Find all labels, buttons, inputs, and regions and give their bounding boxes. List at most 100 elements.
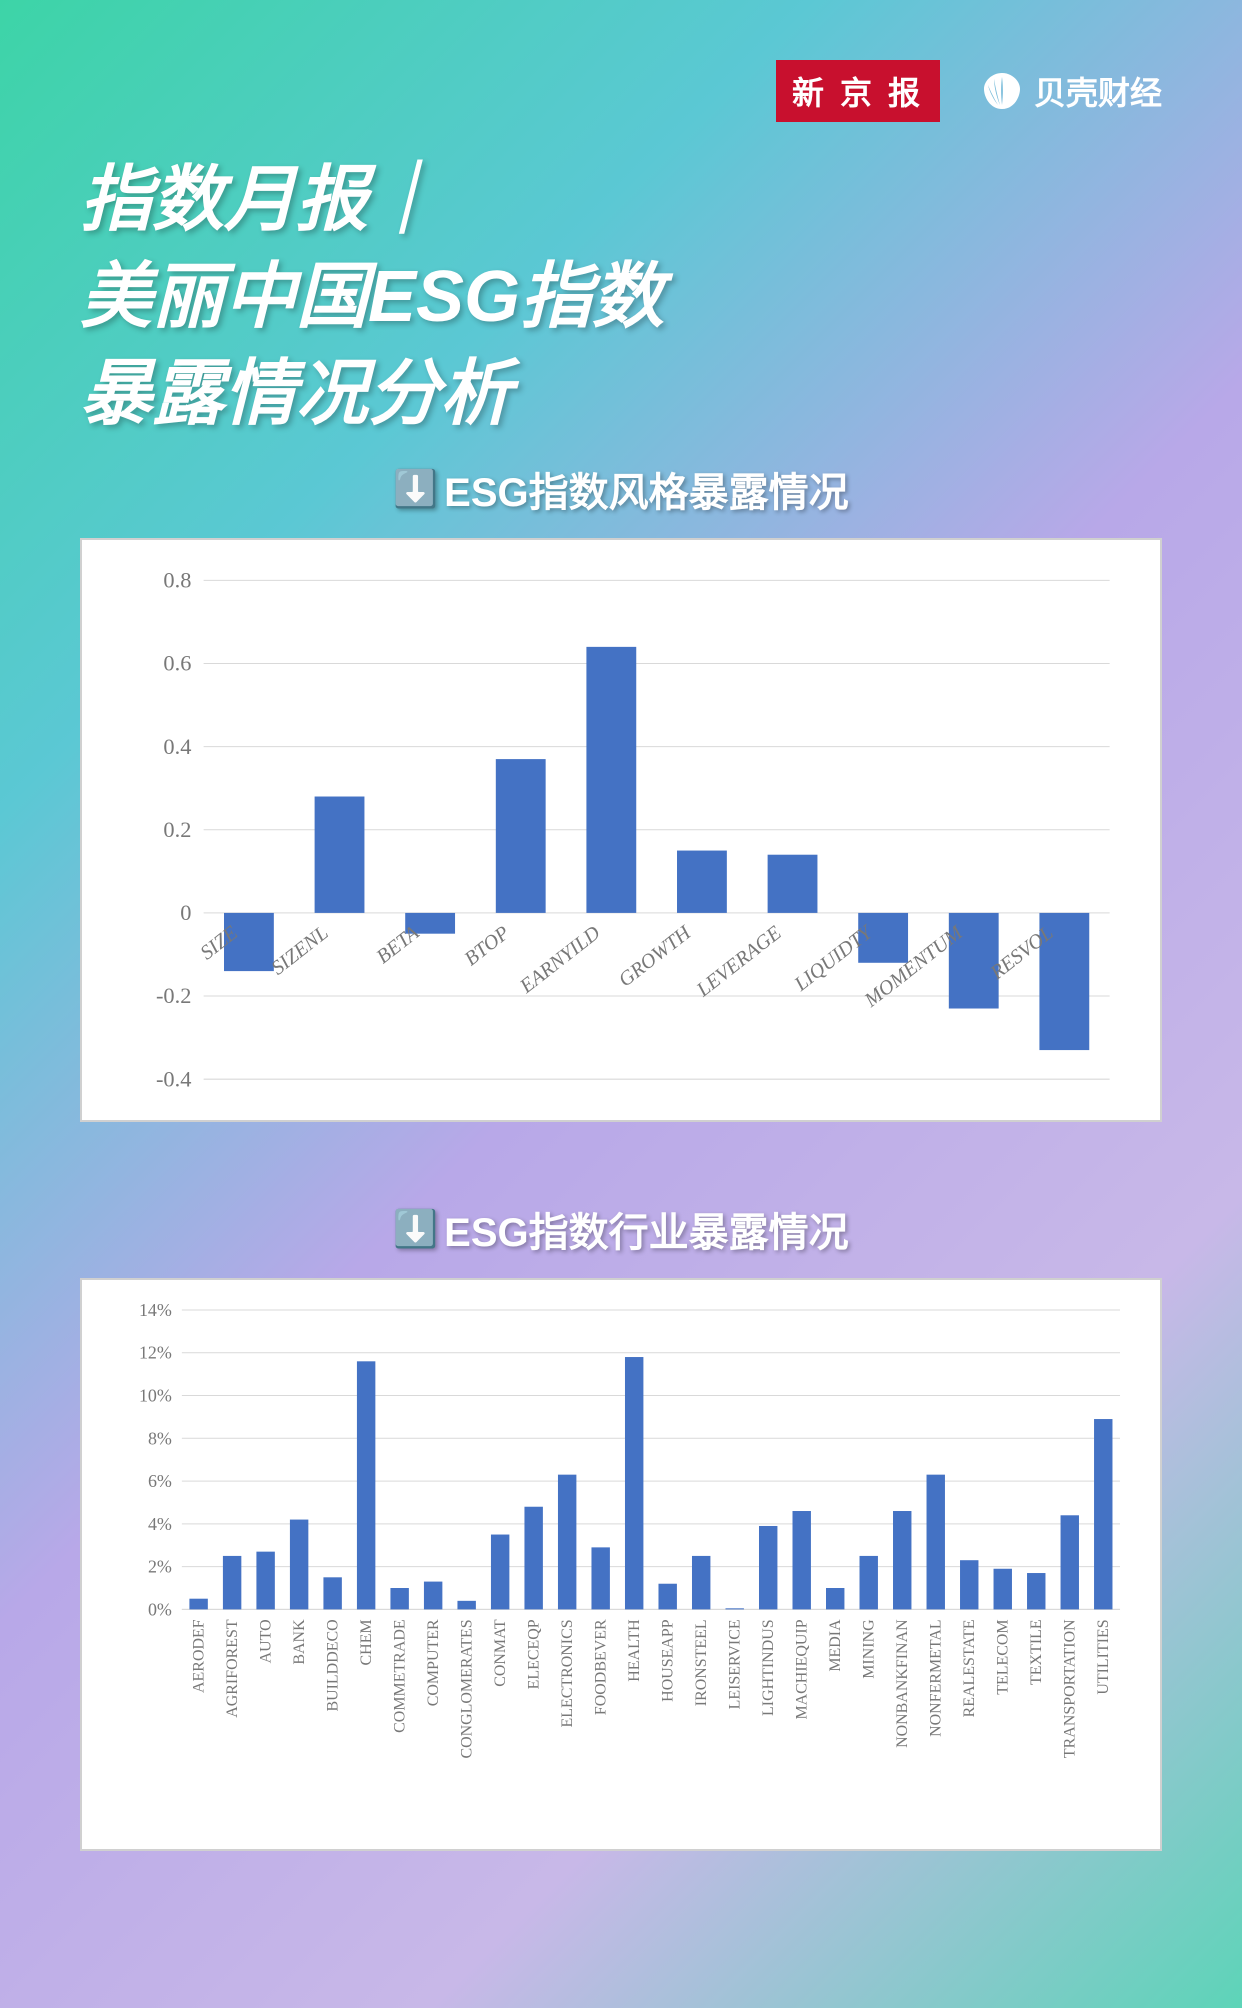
title-line-3: 暴露情况分析 bbox=[80, 346, 1162, 443]
page-title: 指数月报｜ 美丽中国ESG指数 暴露情况分析 bbox=[80, 152, 1162, 444]
bar bbox=[290, 1520, 308, 1610]
svg-text:SIZENL: SIZENL bbox=[267, 922, 332, 980]
bar bbox=[591, 1547, 609, 1609]
bar bbox=[586, 647, 636, 913]
svg-text:0.8: 0.8 bbox=[163, 567, 191, 592]
svg-text:MACHIEQUIP: MACHIEQUIP bbox=[794, 1619, 811, 1719]
svg-text:LEVERAGE: LEVERAGE bbox=[692, 922, 786, 1002]
svg-text:TELECOM: TELECOM bbox=[995, 1619, 1012, 1694]
shell-icon bbox=[980, 69, 1024, 113]
badge-shell-finance: 贝壳财经 bbox=[980, 68, 1162, 114]
bar bbox=[189, 1599, 207, 1610]
header: 新 京 报 贝壳财经 指数月报｜ 美丽中国ESG指数 暴露情况分析 bbox=[0, 60, 1242, 444]
svg-text:NONBANKFINAN: NONBANKFINAN bbox=[894, 1619, 911, 1748]
bar bbox=[323, 1577, 341, 1609]
svg-text:TRANSPORTATION: TRANSPORTATION bbox=[1062, 1619, 1079, 1758]
bar bbox=[457, 1601, 475, 1610]
section1-title-text: ESG指数风格暴露情况 bbox=[444, 460, 848, 518]
bar bbox=[256, 1552, 274, 1610]
svg-text:HEALTH: HEALTH bbox=[626, 1619, 643, 1682]
svg-text:0.2: 0.2 bbox=[163, 817, 191, 842]
svg-text:LIGHTINDUS: LIGHTINDUS bbox=[760, 1619, 777, 1716]
svg-text:CONGLOMERATES: CONGLOMERATES bbox=[459, 1619, 476, 1758]
bar bbox=[677, 851, 727, 913]
svg-text:0: 0 bbox=[180, 900, 191, 925]
svg-text:0%: 0% bbox=[148, 1599, 172, 1619]
svg-text:EARNYILD: EARNYILD bbox=[515, 922, 604, 999]
svg-text:0.6: 0.6 bbox=[163, 651, 191, 676]
section-style-exposure: ⬇️ ESG指数风格暴露情况 -0.4-0.200.20.40.60.8SIZE… bbox=[0, 460, 1242, 1122]
bar bbox=[558, 1475, 576, 1610]
svg-text:12%: 12% bbox=[139, 1343, 172, 1363]
title-line-1: 指数月报｜ bbox=[80, 152, 1162, 249]
chart2-card: 0% 2% 4% 6% 8% 10% 12% 14% AERODEF AGRIFOREST AUTO… bbox=[80, 1278, 1162, 1851]
bar bbox=[692, 1556, 710, 1609]
bar bbox=[496, 759, 546, 913]
chart2-bar-chart: 0% 2% 4% 6% 8% 10% 12% 14% AERODEF AGRIFOREST AUTO… bbox=[112, 1300, 1130, 1839]
svg-text:MEDIA: MEDIA bbox=[827, 1619, 844, 1672]
bar bbox=[826, 1588, 844, 1609]
bar bbox=[658, 1584, 676, 1610]
svg-text:BANK: BANK bbox=[291, 1619, 308, 1665]
arrow-down-icon: ⬇️ bbox=[393, 1208, 438, 1250]
chart1-bar-chart: -0.4-0.200.20.40.60.8SIZESIZENLBETABTOPE… bbox=[112, 560, 1130, 1110]
svg-text:14%: 14% bbox=[139, 1300, 172, 1320]
bar bbox=[768, 855, 818, 913]
bar bbox=[223, 1556, 241, 1609]
bar bbox=[315, 797, 365, 913]
bar bbox=[1094, 1419, 1112, 1609]
bar bbox=[759, 1526, 777, 1609]
svg-text:BTOP: BTOP bbox=[461, 922, 514, 970]
svg-text:REALESTATE: REALESTATE bbox=[961, 1619, 978, 1717]
svg-text:LEISERVICE: LEISERVICE bbox=[727, 1619, 744, 1709]
svg-text:UTILITIES: UTILITIES bbox=[1095, 1619, 1112, 1694]
svg-text:BUILDDECO: BUILDDECO bbox=[325, 1619, 342, 1711]
section1-title: ⬇️ ESG指数风格暴露情况 bbox=[0, 460, 1242, 518]
svg-text:ELECTRONICS: ELECTRONICS bbox=[559, 1619, 576, 1727]
badge-shell-label: 贝壳财经 bbox=[1034, 68, 1162, 114]
svg-text:10%: 10% bbox=[139, 1386, 172, 1406]
svg-text:AGRIFOREST: AGRIFOREST bbox=[224, 1619, 241, 1718]
bar bbox=[1061, 1515, 1079, 1609]
bar bbox=[390, 1588, 408, 1609]
svg-text:-0.2: -0.2 bbox=[156, 983, 191, 1008]
bar bbox=[994, 1569, 1012, 1610]
svg-text:GROWTH: GROWTH bbox=[615, 921, 696, 991]
section2-title: ⬇️ ESG指数行业暴露情况 bbox=[0, 1200, 1242, 1258]
svg-text:HOUSEAPP: HOUSEAPP bbox=[660, 1619, 677, 1702]
svg-text:MINING: MINING bbox=[861, 1619, 878, 1679]
section2-title-text: ESG指数行业暴露情况 bbox=[444, 1200, 848, 1258]
arrow-down-icon: ⬇️ bbox=[393, 468, 438, 510]
chart1-card: -0.4-0.200.20.40.60.8SIZESIZENLBETABTOPE… bbox=[80, 538, 1162, 1122]
svg-text:6%: 6% bbox=[148, 1471, 172, 1491]
svg-text:4%: 4% bbox=[148, 1514, 172, 1534]
bar bbox=[357, 1361, 375, 1609]
bar bbox=[424, 1582, 442, 1610]
bar bbox=[893, 1511, 911, 1609]
bar bbox=[524, 1507, 542, 1610]
svg-text:AERODEF: AERODEF bbox=[191, 1619, 208, 1693]
bar bbox=[725, 1608, 743, 1609]
bar bbox=[960, 1560, 978, 1609]
svg-text:ELECEQP: ELECEQP bbox=[526, 1619, 543, 1689]
section-industry-exposure: ⬇️ ESG指数行业暴露情况 0% 2% 4% 6% 8% 10% 12% 14% AERODE… bbox=[0, 1200, 1242, 1851]
svg-text:2%: 2% bbox=[148, 1557, 172, 1577]
svg-text:NONFERMETAL: NONFERMETAL bbox=[928, 1619, 945, 1736]
svg-text:COMMETRADE: COMMETRADE bbox=[392, 1619, 409, 1732]
svg-text:AUTO: AUTO bbox=[258, 1619, 275, 1663]
bar bbox=[491, 1535, 509, 1610]
bar bbox=[793, 1511, 811, 1609]
bar bbox=[860, 1556, 878, 1609]
svg-text:IRONSTEEL: IRONSTEEL bbox=[693, 1619, 710, 1706]
svg-text:CONMAT: CONMAT bbox=[492, 1619, 509, 1687]
svg-text:-0.4: -0.4 bbox=[156, 1066, 191, 1091]
bar bbox=[927, 1475, 945, 1610]
svg-text:TEXTILE: TEXTILE bbox=[1028, 1619, 1045, 1685]
bar bbox=[625, 1357, 643, 1609]
svg-text:FOODBEVER: FOODBEVER bbox=[593, 1619, 610, 1715]
badge-newspaper: 新 京 报 bbox=[776, 60, 940, 122]
svg-text:COMPUTER: COMPUTER bbox=[425, 1619, 442, 1706]
badges-row: 新 京 报 贝壳财经 bbox=[80, 60, 1162, 122]
title-line-2: 美丽中国ESG指数 bbox=[80, 249, 1162, 346]
svg-text:8%: 8% bbox=[148, 1428, 172, 1448]
